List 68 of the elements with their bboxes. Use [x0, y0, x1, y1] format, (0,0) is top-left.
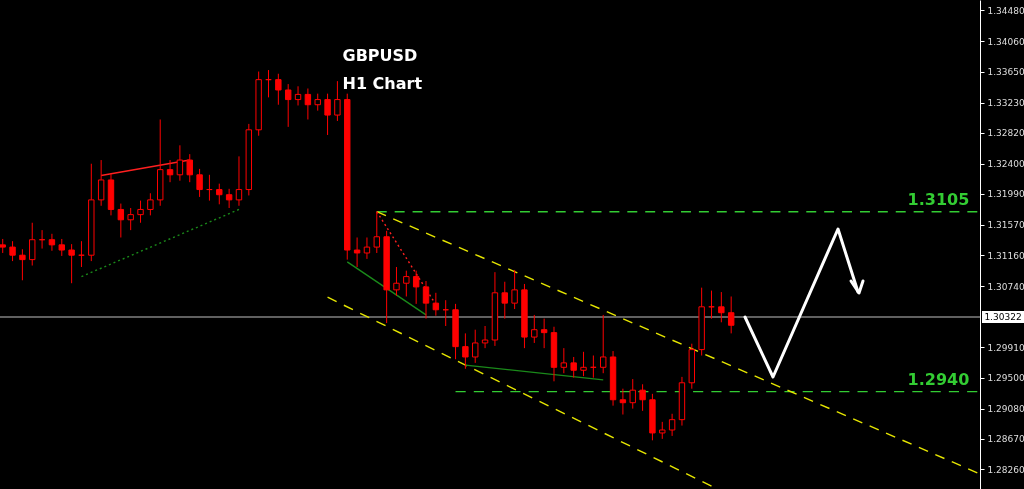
candlestick	[560, 347, 568, 374]
candlestick	[639, 383, 646, 412]
candlestick	[727, 296, 735, 334]
y-tick-label: 1.29080	[987, 404, 1024, 415]
candlestick	[9, 240, 16, 262]
y-tick-label: 1.31160	[987, 250, 1024, 261]
candlestick	[19, 248, 26, 281]
candlestick	[29, 222, 36, 267]
candlestick	[511, 269, 518, 310]
y-tick-label: 1.33230	[987, 98, 1024, 109]
y-tick-label: 1.29910	[987, 342, 1024, 353]
y-tick-label: 1.34480	[987, 5, 1024, 16]
candlestick	[176, 144, 184, 182]
candlestick	[334, 80, 341, 122]
y-tick-label: 1.28670	[987, 434, 1024, 445]
candlestick	[324, 93, 331, 136]
candlestick	[403, 270, 410, 297]
text: H1 Chart	[342, 74, 423, 93]
candlestick	[137, 200, 144, 224]
candlestick	[432, 292, 440, 317]
candlestick	[48, 233, 56, 252]
candlestick	[363, 236, 371, 260]
y-tick-label: 1.34060	[987, 36, 1024, 47]
y-tick-label: 1.31570	[987, 220, 1024, 231]
candlestick	[216, 183, 223, 205]
candlestick	[294, 85, 302, 106]
series-label: 1.3105	[907, 189, 970, 209]
candlestick	[619, 388, 627, 416]
candlestick	[412, 270, 420, 305]
candlestick	[147, 192, 154, 216]
candlestick	[304, 88, 312, 120]
candlestick	[196, 168, 203, 198]
candlestick	[275, 73, 282, 106]
candlestick	[353, 236, 361, 268]
candlestick	[186, 153, 193, 183]
candlestick	[68, 243, 75, 284]
candlestick	[166, 159, 174, 183]
text: GBPUSD	[342, 46, 418, 65]
candlestick	[540, 318, 548, 349]
y-tick-label: 1.33650	[987, 67, 1024, 78]
ref-line-label: 1.30322	[984, 312, 1022, 322]
candlestick	[570, 356, 577, 379]
candlestick	[629, 378, 636, 410]
candlestick	[668, 413, 676, 437]
series-label: 1.2940	[907, 369, 970, 389]
candlestick	[580, 351, 587, 377]
candlestick	[472, 329, 479, 364]
candlestick	[531, 314, 538, 344]
y-tick-label: 1.31990	[987, 189, 1024, 200]
candlestick	[501, 281, 508, 320]
candlestick	[235, 155, 243, 207]
y-tick-label: 1.28260	[987, 464, 1024, 475]
candlestick	[422, 280, 430, 320]
y-tick-label: 1.32400	[987, 159, 1024, 170]
candlestick	[127, 207, 134, 231]
y-tick-label: 1.29500	[987, 373, 1024, 384]
y-tick-label: 1.30740	[987, 281, 1024, 292]
candlestick	[225, 188, 233, 209]
candlestick	[462, 332, 469, 370]
candlestick	[284, 83, 292, 128]
candlestick	[97, 159, 105, 207]
y-tick-label: 1.32820	[987, 128, 1024, 139]
candlestick	[373, 211, 380, 254]
candlestick	[718, 291, 725, 323]
candlestick	[117, 203, 125, 238]
candlestick	[600, 314, 607, 374]
candlestick	[393, 266, 400, 297]
candlestick	[481, 325, 489, 349]
